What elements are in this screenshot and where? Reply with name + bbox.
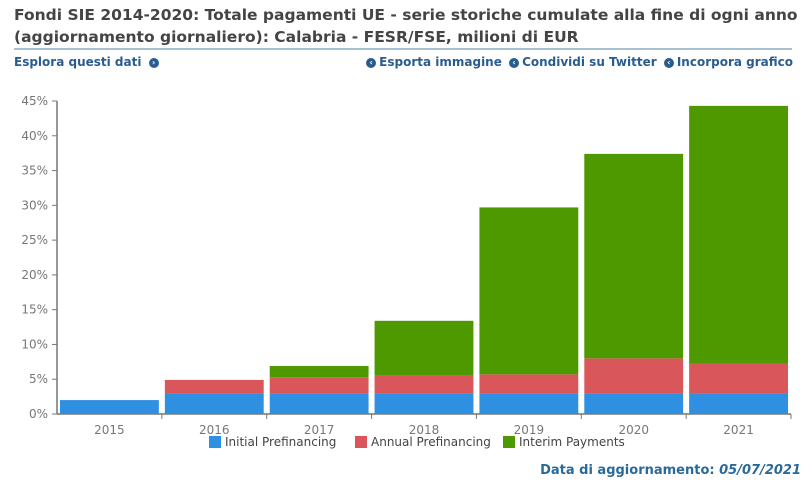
- x-tick-label: 2018: [409, 423, 440, 437]
- legend-label: Interim Payments: [519, 435, 625, 449]
- chevron-left-icon: ‹: [366, 57, 377, 68]
- update-info: Data di aggiornamento: 05/07/2021: [540, 463, 801, 478]
- chevron-right-icon: ›: [148, 57, 159, 68]
- bar-interim-payments-2020: [584, 153, 684, 359]
- legend-swatch: [209, 436, 221, 448]
- y-tick-label: 0%: [29, 407, 48, 421]
- bar-interim-payments-2021: [689, 105, 788, 364]
- actions-bar: ‹ Esporta immagine ‹ Condividi su Twitter …: [363, 55, 793, 69]
- bar-interim-payments-2018: [374, 320, 474, 376]
- chevron-left-icon: ‹: [663, 57, 674, 68]
- y-tick-label: 25%: [21, 233, 48, 247]
- update-label: Data di aggiornamento:: [540, 463, 715, 478]
- bar-interim-payments-2019: [479, 207, 579, 375]
- bar-initial-prefinancing-2016: [164, 393, 264, 414]
- embed-label: Incorpora grafico: [676, 55, 793, 69]
- legend-label: Annual Prefinancing: [371, 435, 491, 449]
- y-tick-label: 30%: [21, 198, 48, 212]
- bar-annual-prefinancing-2018: [374, 375, 474, 394]
- x-tick-label: 2019: [514, 423, 545, 437]
- legend-swatch: [355, 436, 367, 448]
- bar-initial-prefinancing-2017: [269, 393, 369, 414]
- bar-annual-prefinancing-2016: [164, 379, 264, 394]
- explore-data-link[interactable]: Esplora questi dati ›: [14, 55, 162, 69]
- y-tick-label: 15%: [21, 303, 48, 317]
- export-image-link[interactable]: ‹ Esporta immagine: [363, 55, 502, 69]
- bar-initial-prefinancing-2015: [60, 400, 159, 414]
- x-tick-label: 2016: [199, 423, 230, 437]
- x-tick-label: 2017: [304, 423, 335, 437]
- bar-interim-payments-2017: [269, 366, 369, 378]
- divider: [14, 48, 792, 50]
- legend-label: Initial Prefinancing: [225, 435, 336, 449]
- bar-annual-prefinancing-2020: [584, 358, 684, 394]
- legend-swatch: [503, 436, 515, 448]
- explore-label: Esplora questi dati: [14, 55, 142, 69]
- bar-initial-prefinancing-2021: [689, 393, 788, 414]
- y-tick-label: 40%: [21, 129, 48, 143]
- bar-annual-prefinancing-2019: [479, 374, 579, 394]
- share-twitter-link[interactable]: ‹ Condividi su Twitter: [506, 55, 657, 69]
- update-date: 05/07/2021: [719, 463, 801, 478]
- y-tick-label: 20%: [21, 268, 48, 282]
- x-tick-label: 2015: [94, 423, 125, 437]
- y-tick-label: 35%: [21, 164, 48, 178]
- y-tick-label: 5%: [29, 372, 48, 386]
- embed-chart-link[interactable]: ‹ Incorpora grafico: [661, 55, 793, 69]
- bar-initial-prefinancing-2019: [479, 393, 579, 414]
- y-tick-label: 45%: [21, 94, 48, 108]
- bar-annual-prefinancing-2021: [689, 363, 788, 394]
- share-label: Condividi su Twitter: [522, 55, 657, 69]
- bar-initial-prefinancing-2018: [374, 393, 474, 414]
- bar-annual-prefinancing-2017: [269, 377, 369, 394]
- chevron-left-icon: ‹: [509, 57, 520, 68]
- chart-title: Fondi SIE 2014-2020: Totale pagamenti UE…: [14, 6, 798, 46]
- bar-initial-prefinancing-2020: [584, 393, 684, 414]
- y-tick-label: 10%: [21, 337, 48, 351]
- export-label: Esporta immagine: [379, 55, 502, 69]
- x-tick-label: 2020: [618, 423, 649, 437]
- x-tick-label: 2021: [723, 423, 754, 437]
